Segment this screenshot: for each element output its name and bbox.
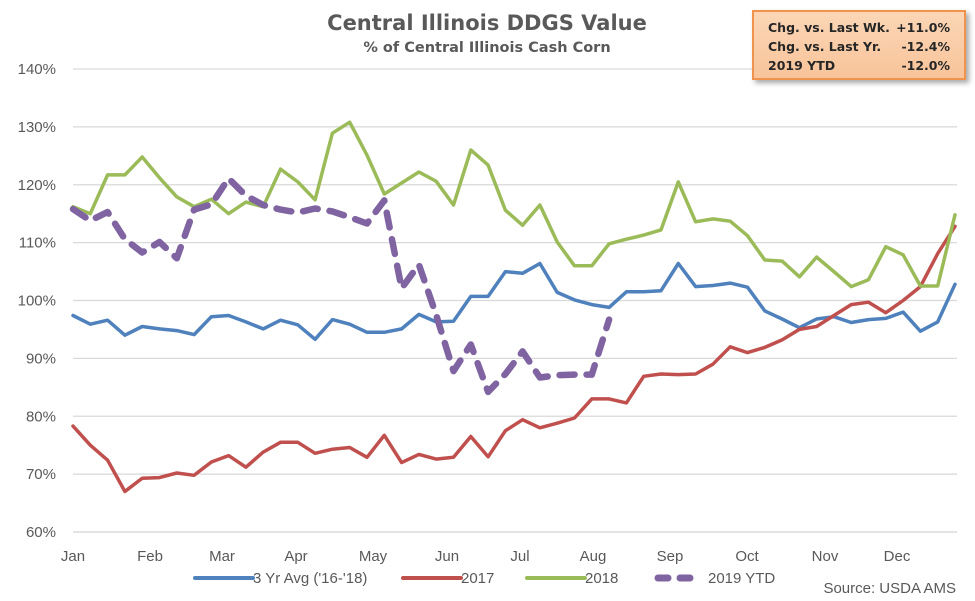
stats-row-ytd: 2019 YTD -12.0% <box>768 56 950 75</box>
series-line-3-yr-avg-16-18 <box>71 261 957 342</box>
x-tick-label: Feb <box>137 548 163 565</box>
x-axis-ticks: Jan Feb Mar Apr May Jun Jul Aug Sep Oct Nov Dec <box>61 548 911 565</box>
y-tick-label: 100% <box>18 293 56 310</box>
y-tick-label: 70% <box>26 466 56 483</box>
source-note: Source: USDA AMS <box>823 580 956 597</box>
stats-label: Chg. vs. Last Wk. <box>768 20 890 35</box>
x-tick-label: Sep <box>657 548 684 565</box>
series-group <box>69 120 957 494</box>
y-axis-ticks: 60% 70% 80% 90% 100% 110% 120% 130% 140% <box>18 61 56 541</box>
legend-item: 2017 <box>401 570 494 587</box>
x-tick-label: Oct <box>735 548 759 565</box>
stats-box: Chg. vs. Last Wk. +11.0% Chg. vs. Last Y… <box>752 10 966 80</box>
x-tick-label: Jun <box>435 548 459 565</box>
x-tick-label: May <box>359 548 388 565</box>
stats-row-last-week: Chg. vs. Last Wk. +11.0% <box>768 18 950 37</box>
y-tick-label: 90% <box>26 350 56 367</box>
y-tick-label: 110% <box>19 235 56 252</box>
y-tick-label: 120% <box>18 177 56 194</box>
series-line-2017 <box>71 224 957 494</box>
stats-row-last-year: Chg. vs. Last Yr. -12.4% <box>768 37 950 56</box>
legend-item: 2019 YTD <box>654 570 775 587</box>
x-tick-label: Jul <box>510 548 529 565</box>
stats-value: -12.0% <box>901 58 950 73</box>
x-tick-label: Nov <box>812 548 839 565</box>
x-tick-label: Dec <box>884 548 911 565</box>
legend-item: 2018 <box>525 570 618 587</box>
gridlines <box>73 68 957 533</box>
y-tick-label: 60% <box>26 524 56 541</box>
series-line-2018 <box>71 120 957 289</box>
x-tick-label: Aug <box>580 548 607 565</box>
stats-label: 2019 YTD <box>768 58 836 73</box>
stats-value: +11.0% <box>896 20 950 35</box>
legend-label: 2017 <box>461 570 494 587</box>
chart-subtitle: % of Central Illinois Cash Corn <box>363 40 610 56</box>
legend: 3 Yr Avg ('16-'18) 2017 2018 2019 YTD <box>193 570 775 587</box>
legend-label: 2019 YTD <box>708 570 775 587</box>
x-tick-label: Jan <box>61 548 85 565</box>
legend-label: 2018 <box>585 570 618 587</box>
stats-value: -12.4% <box>901 39 950 54</box>
x-tick-label: Apr <box>284 548 307 565</box>
y-tick-label: 80% <box>26 408 56 425</box>
legend-label: 3 Yr Avg ('16-'18) <box>253 570 367 587</box>
chart-title: Central Illinois DDGS Value <box>327 11 647 35</box>
legend-item: 3 Yr Avg ('16-'18) <box>193 570 367 587</box>
x-tick-label: Mar <box>209 548 235 565</box>
stats-label: Chg. vs. Last Yr. <box>768 39 882 54</box>
y-tick-label: 140% <box>18 61 56 78</box>
series-line-2019-ytd <box>69 175 613 396</box>
y-tick-label: 130% <box>18 119 56 136</box>
